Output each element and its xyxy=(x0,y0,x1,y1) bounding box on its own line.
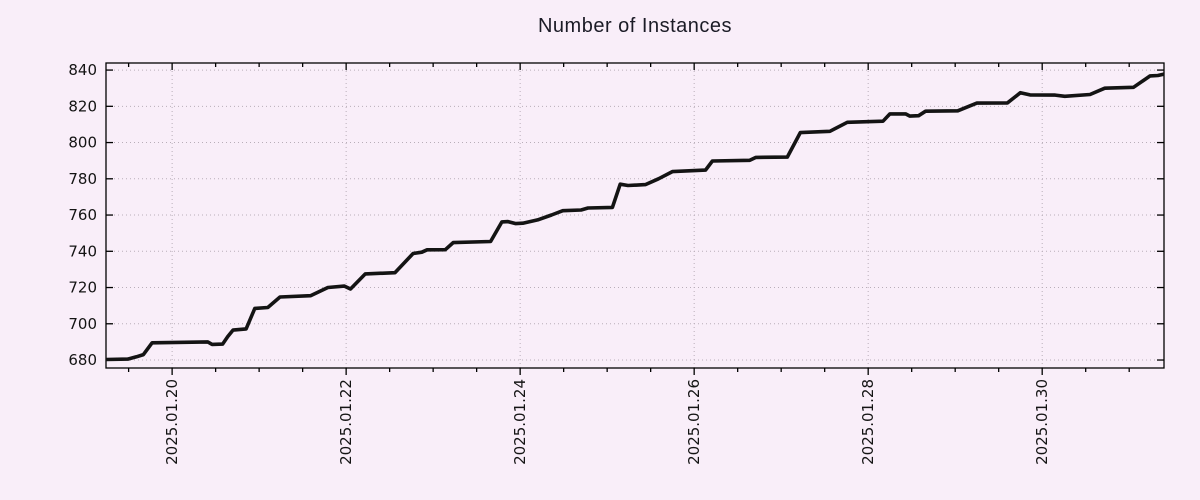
x-tick-label: 2025.01.22 xyxy=(337,379,355,465)
x-tick-label: 2025.01.26 xyxy=(685,379,703,465)
y-tick-label: 680 xyxy=(68,351,97,369)
chart-title: Number of Instances xyxy=(537,15,733,37)
plot-border xyxy=(105,62,1165,369)
x-tick-label: 2025.01.20 xyxy=(163,379,181,465)
y-tick-label: 840 xyxy=(68,61,97,79)
data-series-line xyxy=(105,72,1165,362)
y-tick-label: 760 xyxy=(68,206,97,224)
y-tick-label: 740 xyxy=(68,242,97,260)
y-tick-label: 700 xyxy=(68,315,97,333)
y-tick-label: 720 xyxy=(68,279,97,297)
x-tick-label: 2025.01.24 xyxy=(511,379,529,465)
y-tick-label: 800 xyxy=(68,134,97,152)
x-tick-label: 2025.01.30 xyxy=(1033,379,1051,465)
x-tick-label: 2025.01.28 xyxy=(859,379,877,465)
y-tick-label: 780 xyxy=(68,170,97,188)
y-tick-label: 820 xyxy=(68,97,97,115)
